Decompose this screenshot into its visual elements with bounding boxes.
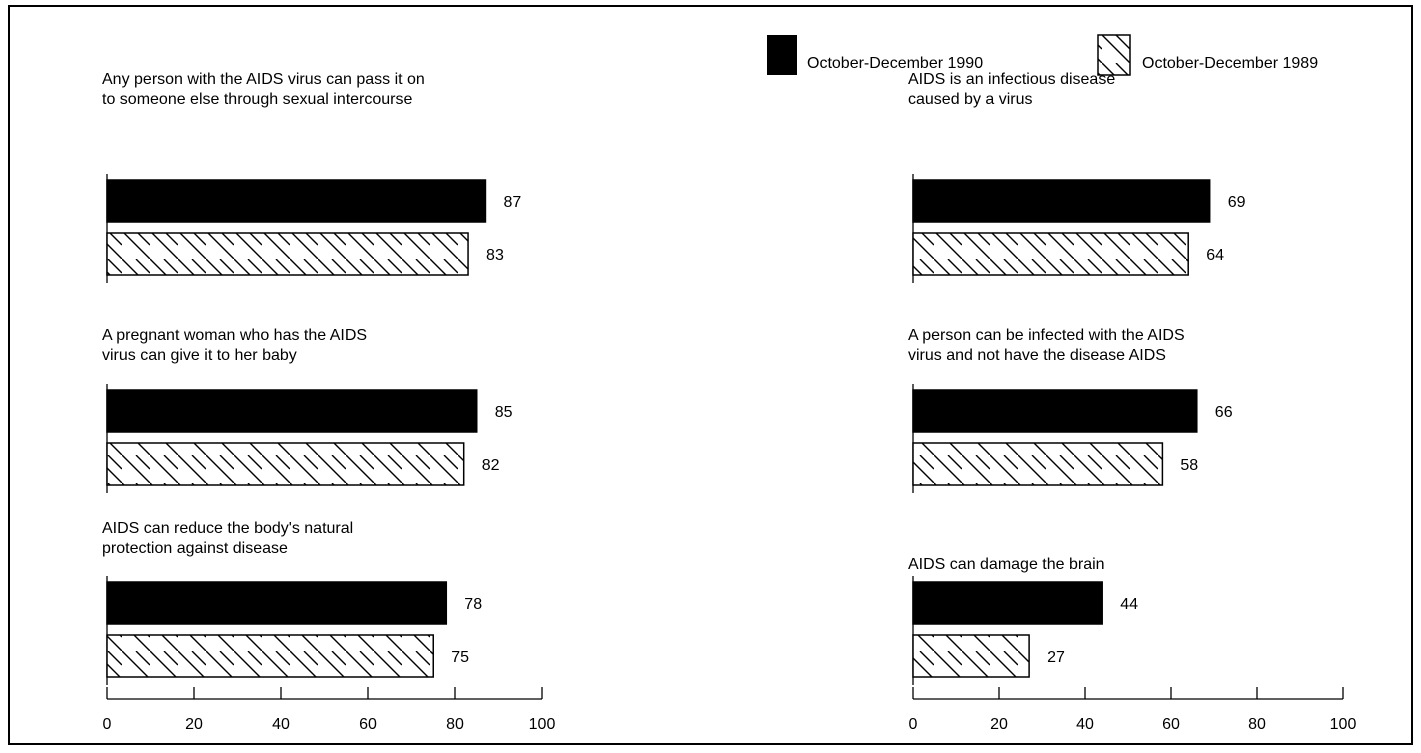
bar-1989 — [107, 635, 433, 677]
panel: A person can be infected with the AIDS vi… — [908, 327, 1233, 493]
x-tick-label: 80 — [1248, 716, 1266, 733]
legend-swatch-1989 — [1098, 35, 1130, 75]
panel: A pregnant woman who has the AIDS virus c… — [102, 327, 513, 493]
legend-swatch-1990 — [767, 35, 797, 75]
value-label: 82 — [482, 457, 500, 474]
bar-1990 — [107, 180, 485, 222]
x-axis: 0 20 40 60 80 100 — [909, 687, 1357, 733]
question-text: A pregnant woman who has the AIDS — [102, 327, 367, 344]
value-label: 78 — [464, 596, 482, 613]
bar-1989 — [107, 233, 468, 275]
x-tick-label: 100 — [1330, 716, 1357, 733]
panel: AIDS can damage the brain 44 27 — [908, 556, 1138, 685]
question-text: AIDS can reduce the body's natural — [102, 520, 353, 537]
x-tick-label: 40 — [1076, 716, 1094, 733]
x-tick-label: 20 — [185, 716, 203, 733]
value-label: 58 — [1180, 457, 1198, 474]
value-label: 64 — [1206, 247, 1224, 264]
x-tick-label: 20 — [990, 716, 1008, 733]
value-label: 66 — [1215, 404, 1233, 421]
question-text: to someone else through sexual intercour… — [102, 91, 413, 108]
chart-canvas: October-December 1990 October-December 1… — [10, 7, 1411, 743]
bar-1989 — [107, 443, 464, 485]
x-tick-label: 60 — [1162, 716, 1180, 733]
question-text: Any person with the AIDS virus can pass … — [102, 71, 425, 88]
value-label: 75 — [451, 649, 469, 666]
panel: AIDS can reduce the body's natural protec… — [102, 520, 482, 685]
value-label: 44 — [1120, 596, 1138, 613]
question-text: virus and not have the disease AIDS — [908, 347, 1166, 364]
x-tick-label: 100 — [529, 716, 556, 733]
question-text: protection against disease — [102, 540, 288, 557]
value-label: 83 — [486, 247, 504, 264]
panel: Any person with the AIDS virus can pass … — [102, 71, 521, 283]
x-tick-label: 0 — [909, 716, 918, 733]
x-tick-label: 0 — [103, 716, 112, 733]
bar-1990 — [913, 180, 1210, 222]
value-label: 87 — [503, 194, 521, 211]
bar-1990 — [913, 390, 1197, 432]
bar-1990 — [913, 582, 1102, 624]
question-text: A person can be infected with the AIDS — [908, 327, 1185, 344]
value-label: 27 — [1047, 649, 1065, 666]
legend-label-1989: October-December 1989 — [1142, 55, 1318, 72]
question-text: caused by a virus — [908, 91, 1033, 108]
bar-1990 — [107, 390, 477, 432]
bar-1989 — [913, 635, 1029, 677]
x-axis: 0 20 40 60 80 100 — [103, 687, 556, 733]
x-tick-label: 60 — [359, 716, 377, 733]
question-text: virus can give it to her baby — [102, 347, 297, 364]
panels: Any person with the AIDS virus can pass … — [102, 71, 1356, 733]
value-label: 69 — [1228, 194, 1246, 211]
chart-frame: October-December 1990 October-December 1… — [8, 5, 1413, 745]
panel: AIDS is an infectious disease caused by a… — [908, 71, 1246, 283]
value-label: 85 — [495, 404, 513, 421]
bar-1989 — [913, 233, 1188, 275]
bar-1989 — [913, 443, 1162, 485]
question-text: AIDS can damage the brain — [908, 556, 1105, 573]
legend-label-1990: October-December 1990 — [807, 55, 983, 72]
x-tick-label: 40 — [272, 716, 290, 733]
bar-1990 — [107, 582, 446, 624]
x-tick-label: 80 — [446, 716, 464, 733]
legend: October-December 1990 October-December 1… — [767, 35, 1318, 75]
question-text: AIDS is an infectious disease — [908, 71, 1115, 88]
